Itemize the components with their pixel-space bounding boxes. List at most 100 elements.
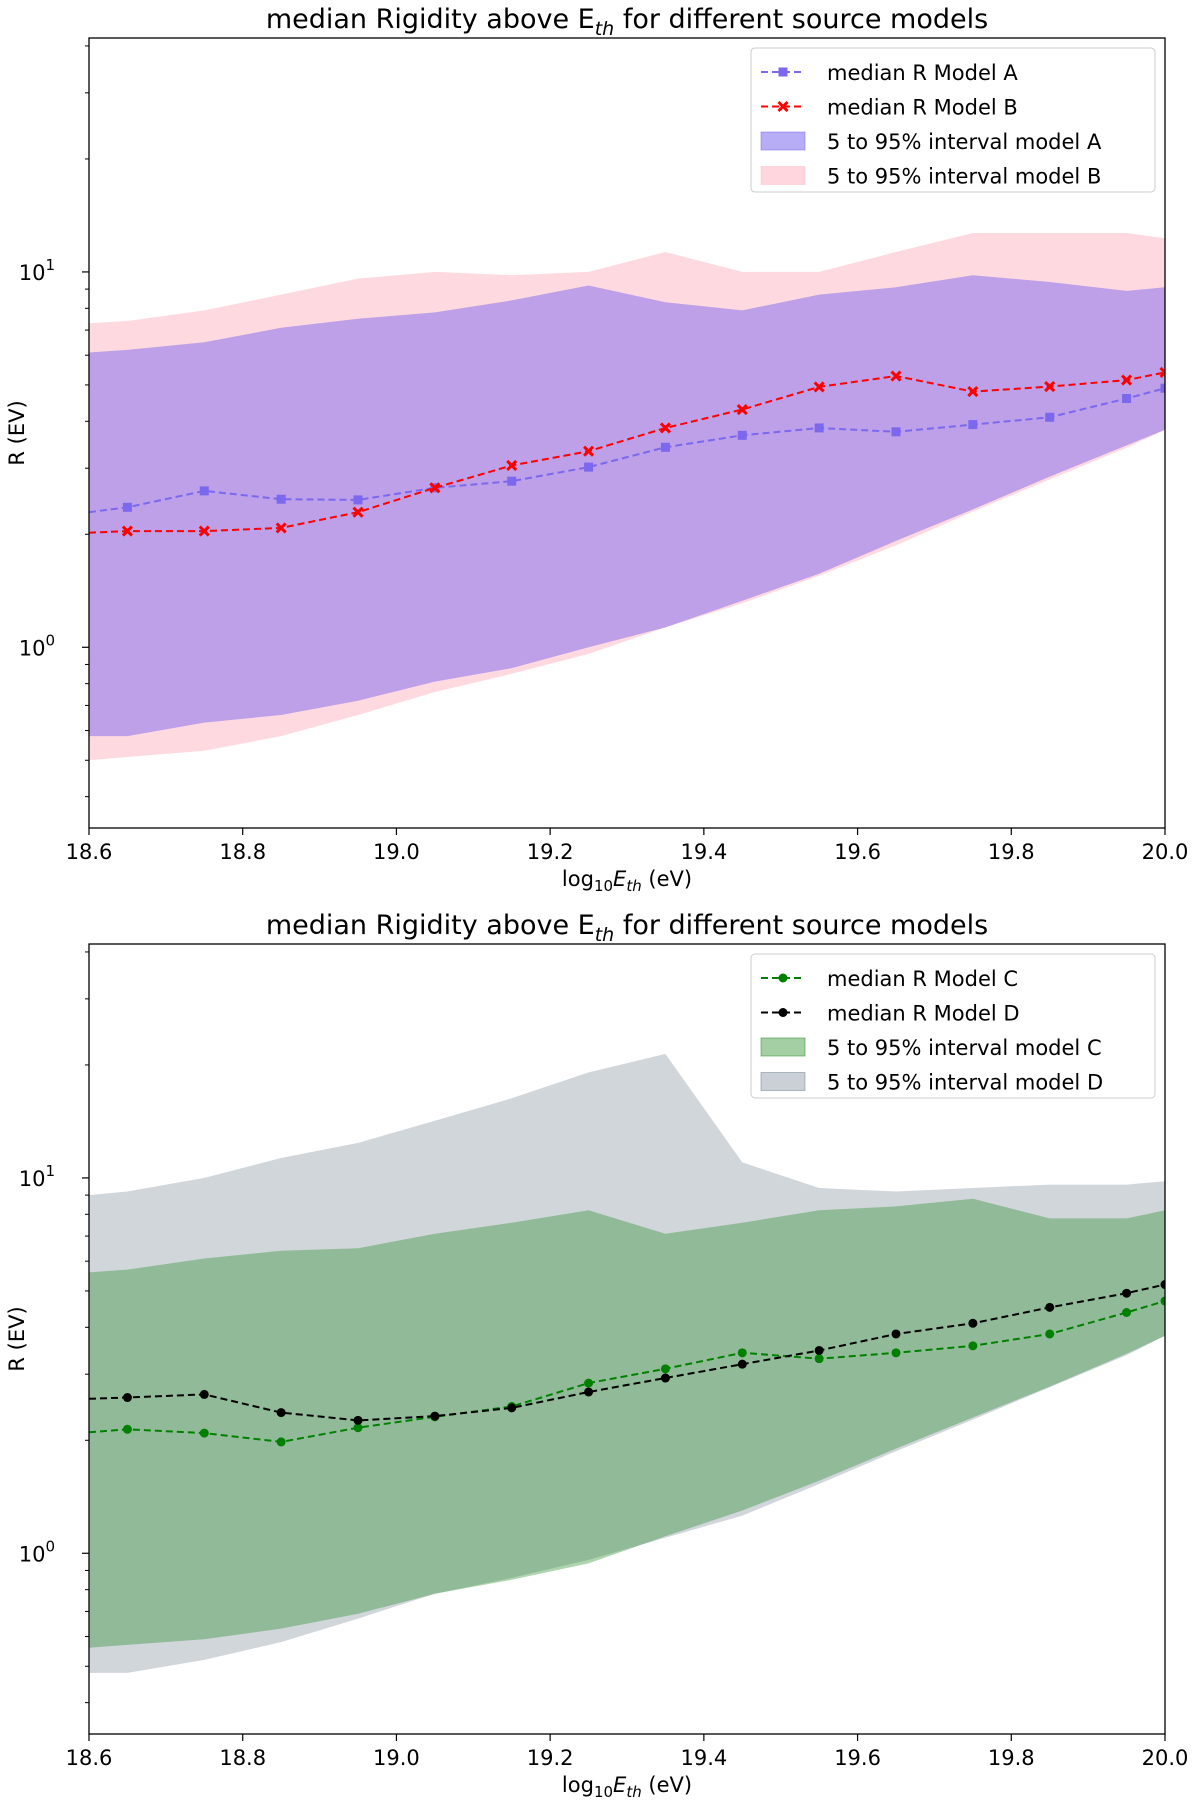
data-point — [353, 1415, 363, 1425]
legend-label: 5 to 95% interval model C — [827, 1036, 1102, 1060]
x-tick-label: 19.6 — [834, 840, 881, 864]
data-point — [584, 1378, 594, 1388]
data-point — [352, 506, 364, 518]
plot-area — [89, 1053, 1165, 1673]
series-line-median-r-model-d — [89, 1283, 1165, 1422]
x-axis-label: log10Eth (eV) — [562, 1773, 692, 1801]
chart-title: median Rigidity above Eth for different … — [266, 4, 988, 40]
band-5-to-95-interval-model-a — [89, 275, 1165, 737]
x-tick-label: 18.8 — [219, 840, 266, 864]
legend-marker — [778, 67, 788, 77]
x-tick-label: 19.4 — [680, 840, 727, 864]
data-point — [1045, 412, 1055, 422]
data-point — [968, 1341, 978, 1351]
data-point — [275, 522, 287, 534]
series-markers-median-r-model-a — [122, 383, 1165, 512]
band-5-to-95-interval-model-c — [89, 1198, 1165, 1648]
y-tick-label: 100 — [19, 1537, 55, 1566]
x-tick-label: 19.6 — [834, 1746, 881, 1770]
data-point — [506, 459, 518, 472]
data-point — [507, 1403, 517, 1413]
data-point — [1122, 1308, 1132, 1318]
chart-panel-1: 18.6 18.8 19.0 19.2 19.4 19.6 19.8 20.0 100 101 me… — [5, 4, 1188, 895]
legend-label: 5 to 95% interval model D — [827, 1071, 1103, 1095]
chart-panel-2: 18.6 18.8 19.0 19.2 19.4 19.6 19.8 20.0 100 101 me… — [5, 910, 1188, 1801]
legend-box — [750, 953, 1156, 1099]
x-tick-label: 18.8 — [219, 1746, 266, 1770]
data-point — [891, 1329, 901, 1339]
legend: median R Model C median R Model D 5 to 95%… — [750, 953, 1156, 1099]
data-point — [813, 381, 825, 393]
x-tick-label: 19.2 — [527, 840, 574, 864]
legend-marker — [778, 1008, 788, 1017]
chart-title: median Rigidity above Eth for different … — [266, 910, 988, 946]
axes-frame — [88, 943, 1166, 1735]
legend-label: median R Model D — [827, 1002, 1020, 1026]
y-tick-label: 101 — [19, 1162, 55, 1191]
data-point — [814, 1354, 824, 1364]
band-5-to-95-interval-model-d — [89, 1053, 1165, 1673]
y-axis-label: R (EV) — [5, 400, 29, 465]
data-point — [584, 1387, 594, 1397]
data-point — [199, 1389, 209, 1399]
data-point — [430, 1411, 440, 1421]
x-tick-label: 18.6 — [66, 1746, 113, 1770]
data-point — [1159, 366, 1165, 378]
legend-marker — [777, 100, 789, 113]
x-tick-label: 19.8 — [988, 840, 1035, 864]
data-point — [122, 1393, 132, 1403]
x-axis-label: log10Eth (eV) — [562, 867, 692, 895]
legend-label: 5 to 95% interval model A — [827, 130, 1102, 154]
series-line-median-r-model-c — [89, 1300, 1165, 1443]
data-point — [507, 476, 517, 486]
data-point — [199, 1428, 209, 1438]
legend-box — [750, 47, 1156, 193]
x-tick-label: 19.2 — [527, 1746, 574, 1770]
x-tick-label: 18.6 — [66, 840, 113, 864]
x-tick-label: 19.4 — [680, 1746, 727, 1770]
data-point — [198, 525, 210, 537]
data-point — [199, 486, 209, 496]
legend: median R Model A median R Model B 5 to 95%… — [750, 47, 1156, 193]
data-point — [814, 1345, 824, 1355]
data-point — [659, 422, 671, 434]
data-point — [737, 430, 747, 440]
data-point — [814, 423, 824, 433]
data-point — [583, 445, 595, 457]
data-point — [737, 1348, 747, 1358]
x-tick-label: 19.0 — [373, 840, 420, 864]
data-point — [660, 1364, 670, 1374]
legend-patch-handle — [760, 131, 806, 151]
x-tick-label: 19.8 — [988, 1746, 1035, 1770]
data-point — [1160, 1296, 1165, 1306]
data-point — [1121, 374, 1133, 386]
y-tick-label: 101 — [19, 256, 55, 285]
data-point — [121, 525, 133, 537]
data-point — [122, 1424, 132, 1434]
data-point — [276, 1437, 286, 1447]
data-point — [584, 462, 594, 472]
data-point — [890, 370, 902, 382]
data-point — [660, 1373, 670, 1383]
axes-frame — [88, 37, 1166, 829]
data-point — [891, 427, 901, 437]
legend-patch-handle — [760, 1072, 806, 1091]
legend-label: median R Model C — [827, 967, 1018, 991]
legend-label: median R Model B — [827, 96, 1018, 120]
x-tick-label: 19.0 — [373, 1746, 420, 1770]
data-point — [968, 420, 978, 430]
data-point — [1160, 1280, 1165, 1290]
data-point — [429, 482, 441, 494]
plot-area — [89, 233, 1165, 761]
legend-label: median R Model A — [827, 61, 1018, 85]
data-point — [1122, 394, 1132, 404]
data-point — [353, 495, 363, 505]
legend-patch-handle — [760, 1037, 806, 1057]
y-axis-label: R (EV) — [5, 1306, 29, 1371]
series-markers-median-r-model-b — [121, 366, 1165, 537]
legend-patch-handle — [760, 166, 806, 185]
data-point — [276, 494, 286, 504]
x-tick-label: 20.0 — [1142, 840, 1189, 864]
series-markers-median-r-model-c — [122, 1296, 1165, 1447]
legend-marker — [778, 973, 788, 983]
